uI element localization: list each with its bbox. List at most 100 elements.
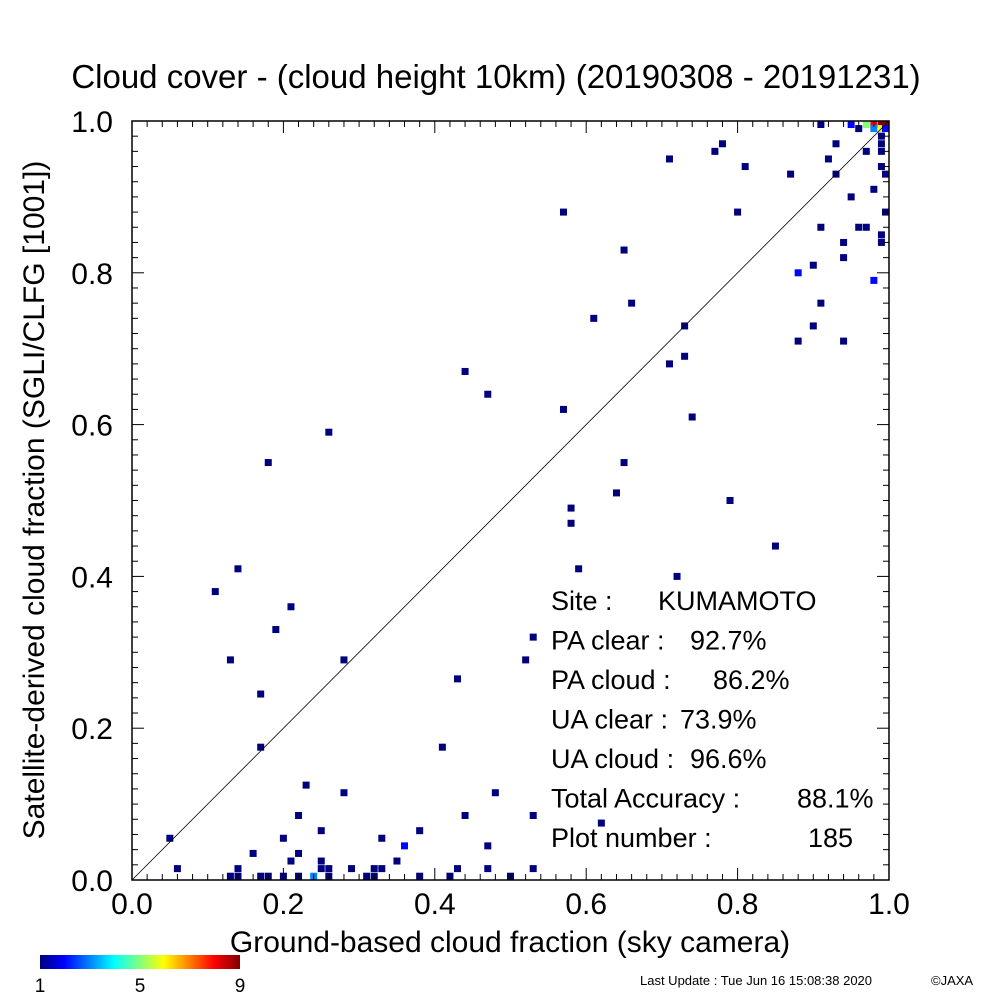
data-cell-40 — [416, 827, 424, 835]
stat-label: PA clear : — [551, 626, 665, 656]
y-tick-label: 0.0 — [71, 865, 113, 898]
stat-value: 96.6% — [690, 744, 767, 774]
data-cell-8 — [249, 849, 257, 857]
data-cell-88 — [824, 155, 832, 163]
data-cell-61 — [575, 565, 583, 573]
stat-value: KUMAMOTO — [658, 586, 817, 616]
data-cell-42 — [438, 743, 446, 751]
y-tick-label: 0.2 — [71, 713, 113, 746]
x-tick-label: 0.0 — [111, 888, 153, 921]
data-cell-77 — [734, 208, 742, 216]
data-cell-68 — [665, 155, 673, 163]
x-tick-label: 0.8 — [717, 888, 759, 921]
data-cell-36 — [378, 834, 386, 842]
data-cell-27 — [325, 428, 333, 436]
data-cell-110 — [877, 163, 885, 171]
colorbar-labels: 1 5 9 — [35, 976, 246, 997]
data-cell-115 — [882, 170, 889, 178]
y-axis-label: Satellite-derived cloud fraction (SGLI/C… — [18, 161, 51, 840]
data-cell-10 — [257, 743, 265, 751]
data-cell-93 — [840, 337, 848, 345]
data-cell-30 — [340, 656, 348, 664]
data-cell-19 — [295, 811, 303, 819]
data-cell-100 — [862, 223, 870, 231]
data-cell-44 — [454, 675, 462, 683]
data-cell-51 — [491, 789, 499, 797]
data-cell-17 — [287, 603, 295, 611]
data-cell-57 — [559, 208, 567, 216]
data-cell-48 — [484, 390, 492, 398]
data-cell-103 — [870, 185, 878, 193]
data-cell-1 — [173, 865, 181, 873]
data-cell-67 — [628, 299, 636, 307]
data-cell-55 — [529, 811, 537, 819]
x-tick-label: 1.0 — [868, 888, 910, 921]
data-cell-53 — [522, 656, 530, 664]
data-cell-94 — [847, 121, 855, 128]
data-cell-39 — [401, 842, 409, 850]
data-cell-5 — [234, 865, 242, 873]
stat-label: Plot number : — [551, 823, 712, 853]
data-cell-74 — [711, 147, 719, 155]
y-tick-label: 0.4 — [71, 561, 113, 594]
axis-ticks — [131, 120, 890, 881]
data-cell-69 — [665, 360, 673, 368]
data-cell-33 — [363, 872, 371, 880]
data-cell-59 — [567, 504, 575, 512]
data-cell-9 — [257, 690, 265, 698]
data-cell-4 — [234, 565, 242, 573]
data-cell-20 — [295, 849, 303, 857]
data-cell-70 — [673, 572, 681, 580]
data-cell-32 — [348, 865, 356, 873]
data-cell-50 — [484, 865, 492, 873]
stat-label: PA cloud : — [551, 665, 671, 695]
y-tick-label: 0.6 — [71, 410, 113, 443]
data-cell-80 — [787, 170, 795, 178]
x-tick-labels: 0.0 0.2 0.4 0.6 0.8 1.0 — [111, 888, 910, 921]
data-cell-22 — [302, 781, 310, 789]
data-cell-34 — [370, 865, 378, 873]
data-cell-66 — [620, 459, 628, 467]
stat-value: 73.9% — [680, 705, 757, 735]
data-cell-18 — [287, 857, 295, 865]
copyright-text: ©JAXA — [931, 973, 973, 988]
y-tick-label: 0.8 — [71, 258, 113, 291]
data-cell-3 — [226, 656, 234, 664]
data-cell-62 — [590, 314, 598, 322]
data-cell-109 — [877, 147, 885, 155]
data-cell-81 — [794, 269, 802, 277]
data-cell-46 — [461, 367, 469, 375]
data-cell-104 — [870, 276, 878, 284]
data-cell-47 — [461, 811, 469, 819]
data-cell-78 — [741, 163, 749, 171]
data-cell-56 — [529, 865, 537, 873]
data-cell-84 — [809, 322, 817, 330]
data-cell-95 — [847, 193, 855, 201]
data-cell-108 — [877, 140, 885, 148]
data-cell-38 — [393, 857, 401, 865]
data-cell-111 — [877, 231, 885, 239]
data-cell-49 — [484, 842, 492, 850]
data-cell-96 — [855, 223, 863, 231]
data-cell-82 — [794, 337, 802, 345]
data-cell-64 — [612, 489, 620, 497]
one-to-one-reference-line — [131, 120, 890, 881]
x-tick-label: 0.2 — [263, 888, 305, 921]
data-cell-60 — [567, 519, 575, 527]
data-cell-107 — [877, 132, 885, 140]
data-cell-105 — [877, 121, 885, 128]
data-cell-12 — [264, 459, 272, 467]
stat-value: 92.7% — [690, 626, 767, 656]
stat-label: Site : — [551, 586, 613, 616]
data-cell-97 — [855, 125, 863, 133]
data-cell-98 — [862, 121, 870, 128]
stat-value: 88.1% — [797, 784, 874, 814]
data-cell-112 — [877, 238, 885, 246]
data-cell-15 — [279, 834, 287, 842]
data-cell-86 — [817, 223, 825, 231]
data-cell-6 — [226, 872, 234, 880]
data-cell-31 — [340, 789, 348, 797]
data-cell-79 — [771, 542, 779, 550]
data-cell-24 — [317, 827, 325, 835]
